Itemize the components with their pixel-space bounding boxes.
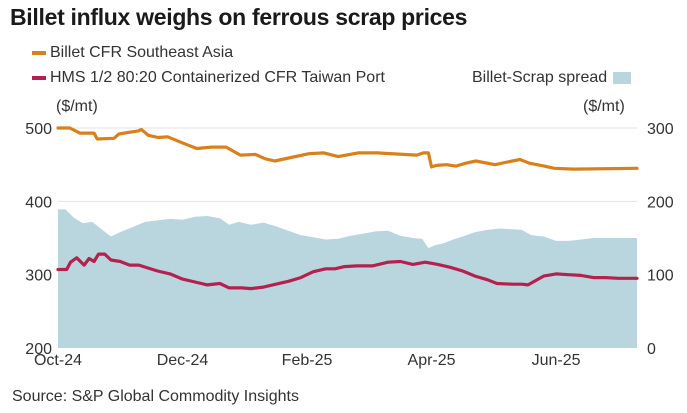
x-tick-label: Feb-25 [282, 352, 333, 369]
spread-swatch [613, 72, 632, 84]
right-y-axis: 300 200 100 0 [647, 121, 674, 358]
source-note: Source: S&P Global Commodity Insights [12, 388, 299, 405]
right-y-tick-label: 300 [647, 121, 674, 138]
hms-line [56, 252, 639, 291]
legend-label-billet: Billet CFR Southeast Asia [50, 44, 234, 61]
billet-swatch [32, 51, 46, 55]
left-y-tick-label: 200 [25, 341, 52, 358]
spread-area-layer [58, 209, 637, 348]
left-y-tick-label: 300 [25, 268, 52, 285]
legend-label-spread: Billet-Scrap spread [472, 69, 608, 86]
spread-area [58, 209, 637, 348]
right-axis-unit: ($/mt) [583, 98, 625, 115]
legend-label-hms: HMS 1/2 80:20 Containerized CFR Taiwan P… [50, 69, 385, 86]
right-y-tick-label: 100 [647, 268, 674, 285]
left-y-tick-label: 500 [25, 121, 52, 138]
legend-item-spread: Billet-Scrap spread [472, 69, 632, 87]
legend-item-billet: Billet CFR Southeast Asia [32, 44, 233, 62]
left-y-axis: 500 400 300 200 [25, 121, 52, 358]
x-axis: Oct-24 Dec-24 Feb-25 Apr-25 Jun-25 [34, 352, 581, 369]
billet-line [56, 126, 639, 171]
series-lines [56, 126, 639, 291]
x-tick-label: Apr-25 [408, 352, 456, 369]
legend-item-hms: HMS 1/2 80:20 Containerized CFR Taiwan P… [32, 69, 385, 87]
x-tick-label: Dec-24 [157, 352, 209, 369]
right-y-tick-label: 0 [647, 341, 656, 358]
left-axis-unit: ($/mt) [56, 98, 98, 115]
hms-swatch [32, 76, 46, 80]
chart-title: Billet influx weighs on ferrous scrap pr… [10, 4, 468, 30]
x-tick-label: Jun-25 [532, 352, 581, 369]
right-y-tick-label: 200 [647, 194, 674, 211]
left-y-tick-label: 400 [25, 194, 52, 211]
x-tick-label: Oct-24 [34, 352, 82, 369]
